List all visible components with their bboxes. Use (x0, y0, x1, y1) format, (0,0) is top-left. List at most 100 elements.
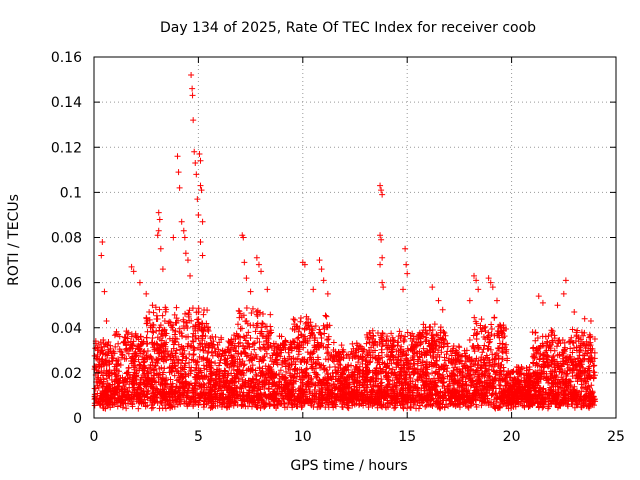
data-point (159, 375, 166, 382)
data-point (403, 379, 410, 386)
data-point (444, 365, 451, 372)
data-point (104, 352, 111, 359)
data-point (153, 316, 160, 323)
data-point (216, 359, 223, 366)
data-point (207, 381, 214, 388)
data-point (198, 327, 205, 334)
data-point (388, 398, 395, 405)
data-point (442, 332, 449, 339)
data-point (417, 402, 424, 409)
data-point (466, 354, 473, 361)
data-point (353, 340, 360, 347)
data-point (202, 391, 209, 398)
data-point (486, 338, 493, 345)
data-point (422, 324, 429, 331)
data-point (529, 329, 536, 336)
data-point (136, 399, 143, 406)
data-point (560, 361, 567, 368)
data-point (404, 405, 411, 412)
data-point (312, 322, 319, 329)
data-point (205, 344, 212, 351)
data-point (481, 342, 488, 349)
data-point (183, 319, 190, 326)
data-point (575, 335, 582, 342)
data-point (102, 405, 109, 412)
data-point (525, 402, 532, 409)
data-point (154, 357, 161, 364)
data-point (586, 363, 593, 370)
data-point (273, 382, 280, 389)
data-point (510, 403, 517, 410)
data-point (479, 349, 486, 356)
data-point (261, 384, 268, 391)
data-point (463, 347, 470, 354)
data-point (587, 339, 594, 346)
data-point (359, 360, 366, 367)
data-point (330, 400, 337, 407)
data-point (175, 356, 182, 363)
data-point (347, 351, 354, 358)
data-point (201, 324, 208, 331)
data-point (182, 371, 189, 378)
data-point (461, 399, 468, 406)
data-point (139, 340, 146, 347)
data-point (109, 350, 116, 357)
data-point (591, 362, 598, 369)
data-point (334, 391, 341, 398)
data-point (317, 330, 324, 337)
data-point (304, 381, 311, 388)
data-point (517, 392, 524, 399)
data-point (503, 403, 510, 410)
data-point (175, 360, 182, 367)
data-point (374, 404, 381, 411)
data-point (132, 371, 139, 378)
data-point (567, 338, 574, 345)
data-point (386, 365, 393, 372)
data-point (422, 334, 429, 341)
data-point (162, 350, 169, 357)
data-point (488, 392, 495, 399)
data-point (254, 380, 261, 387)
data-point (208, 365, 215, 372)
data-point (569, 349, 576, 356)
data-point (217, 357, 224, 364)
data-point (166, 401, 173, 408)
data-point (115, 340, 122, 347)
data-point (398, 332, 405, 339)
data-point (166, 369, 173, 376)
data-point (311, 369, 318, 376)
data-point (353, 387, 360, 394)
data-point (289, 379, 296, 386)
data-point (311, 337, 318, 344)
data-point (504, 355, 511, 362)
data-point (135, 405, 142, 412)
data-point (386, 356, 393, 363)
data-point (307, 350, 314, 357)
data-point (502, 326, 509, 333)
data-point (532, 337, 539, 344)
data-point (426, 327, 433, 334)
data-point (504, 393, 511, 400)
data-point (169, 326, 176, 333)
data-point (251, 340, 258, 347)
data-point (101, 343, 108, 350)
data-point (93, 399, 100, 406)
data-point (474, 329, 481, 336)
data-point (429, 326, 436, 333)
data-point (247, 334, 254, 341)
data-point (322, 404, 329, 411)
data-point (243, 318, 250, 325)
data-point (129, 345, 136, 352)
data-point (179, 351, 186, 358)
data-point (296, 346, 303, 353)
data-point (140, 372, 147, 379)
data-point (260, 401, 267, 408)
data-point (351, 377, 358, 384)
data-point (215, 346, 222, 353)
data-point (183, 392, 190, 399)
data-point (584, 384, 591, 391)
data-point (112, 371, 119, 378)
data-point (413, 405, 420, 412)
data-point (436, 371, 443, 378)
data-point (390, 343, 397, 350)
